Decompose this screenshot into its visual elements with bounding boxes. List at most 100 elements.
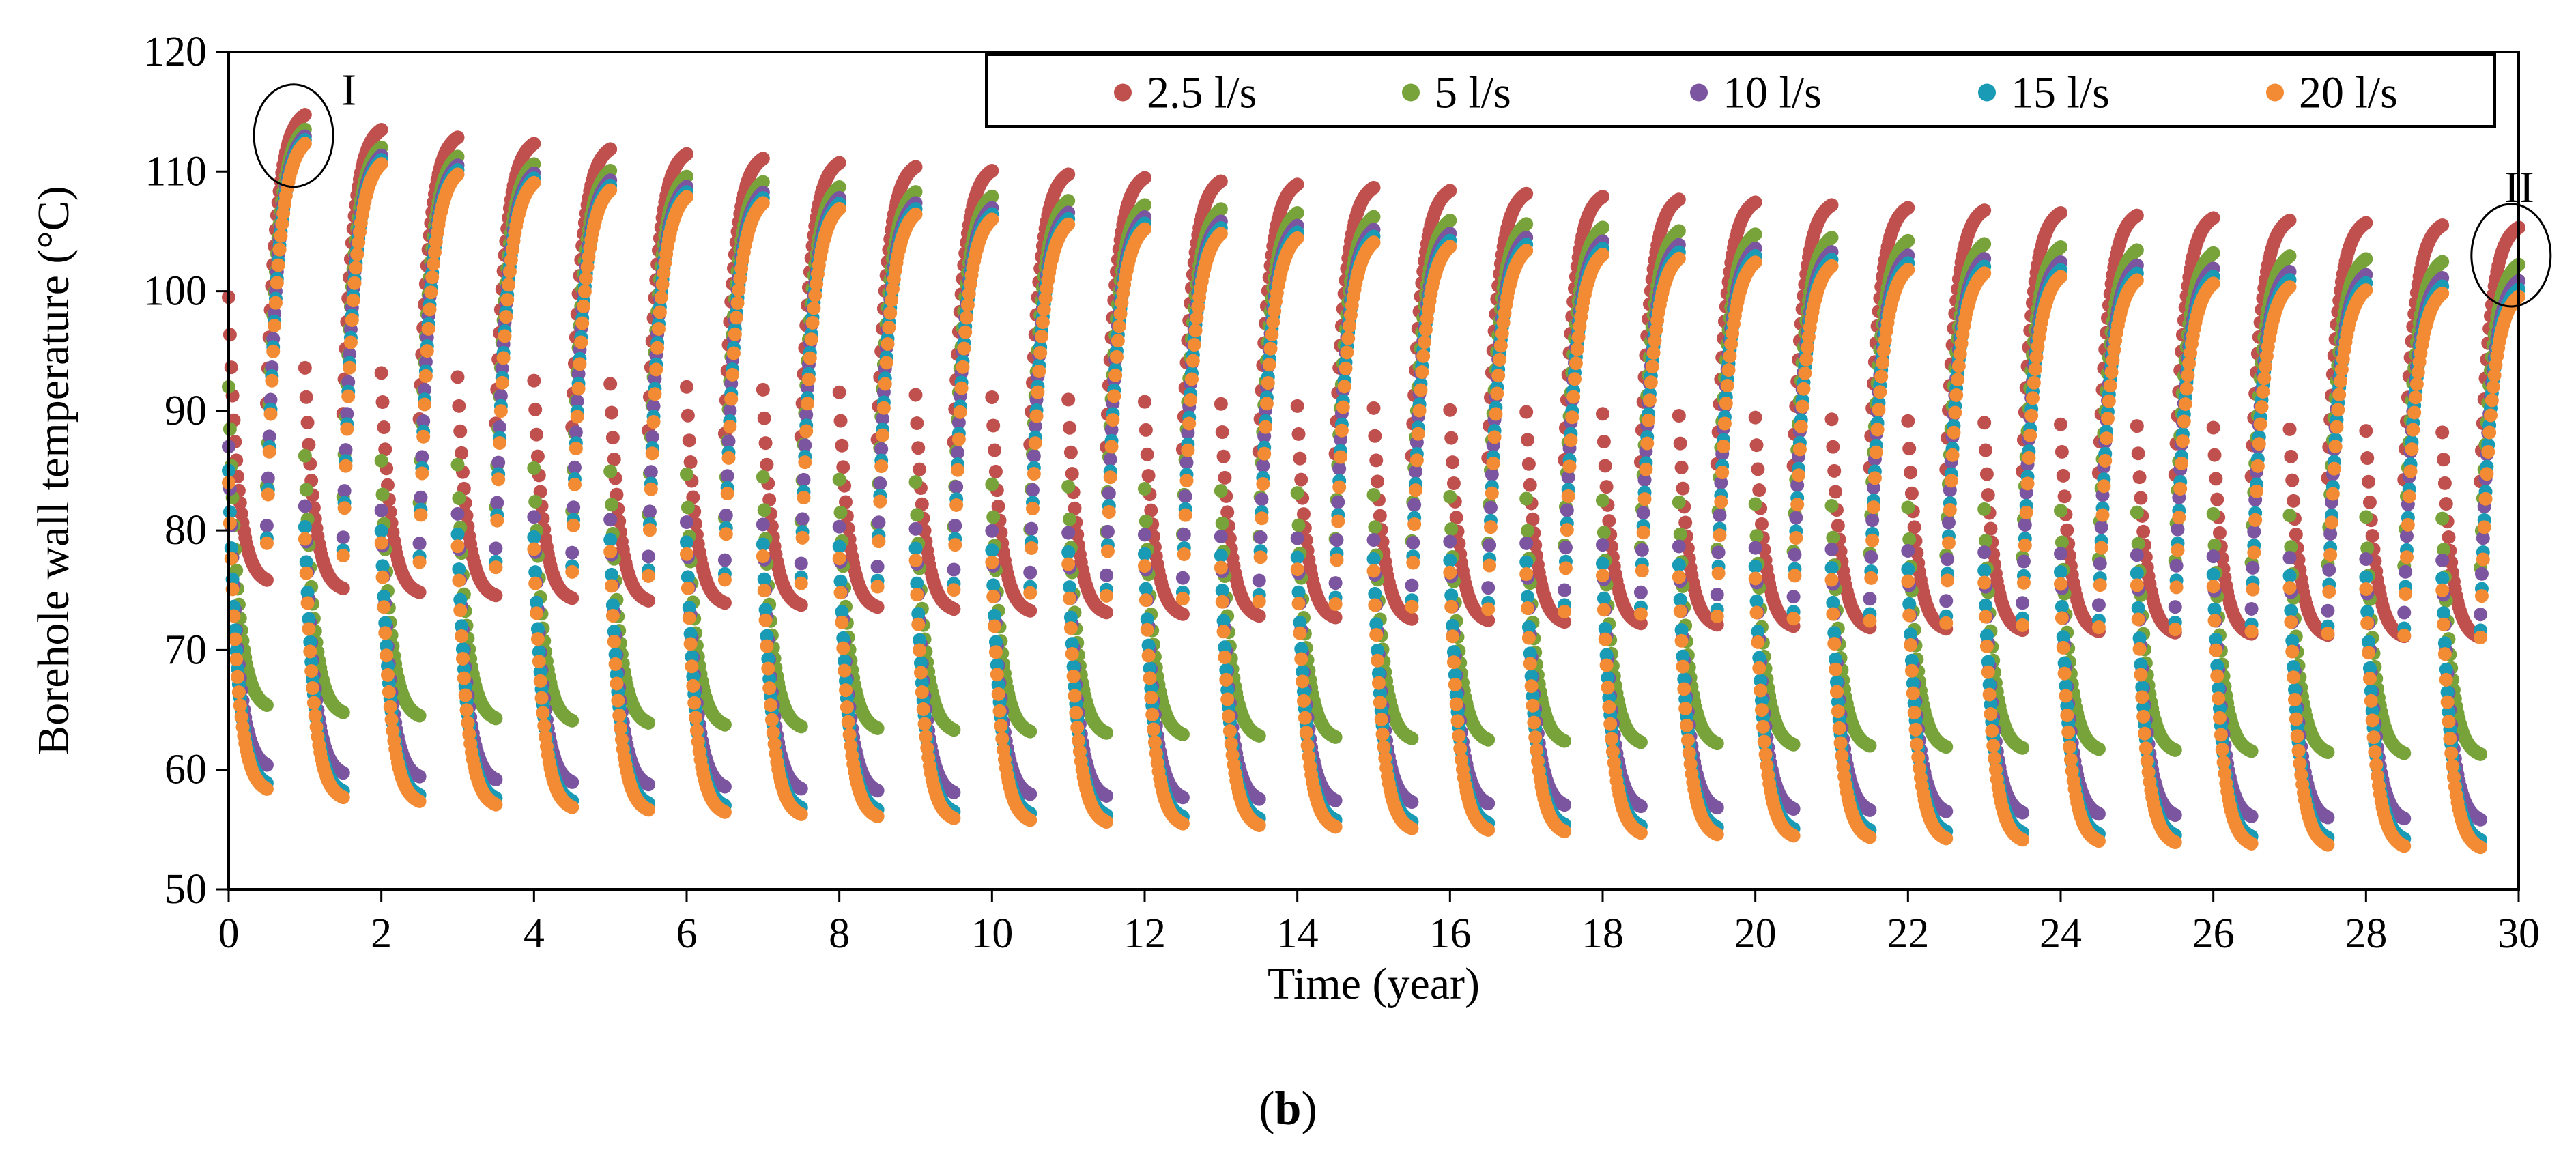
- point: [1175, 790, 1190, 805]
- point: [2284, 449, 2298, 463]
- point: [947, 562, 961, 577]
- point: [2360, 451, 2375, 466]
- point: [681, 500, 695, 515]
- point: [1443, 489, 1457, 504]
- point: [1984, 521, 1998, 536]
- point: [489, 588, 503, 603]
- point: [377, 420, 391, 435]
- point: [2359, 510, 2373, 524]
- point: [1443, 534, 1457, 549]
- point: [717, 596, 732, 610]
- point: [412, 769, 427, 784]
- point: [1824, 231, 1839, 245]
- point: [1061, 526, 1076, 540]
- point: [1443, 184, 1457, 198]
- point: [985, 390, 999, 404]
- point: [1175, 607, 1190, 621]
- point: [1483, 500, 1498, 515]
- point: [1214, 529, 1228, 543]
- point: [374, 453, 388, 468]
- point: [1328, 730, 1343, 744]
- point: [259, 519, 274, 533]
- point: [949, 480, 964, 494]
- point: [1481, 581, 1495, 595]
- point: [1672, 539, 1686, 554]
- point: [605, 431, 620, 445]
- point: [2130, 419, 2144, 433]
- point: [565, 775, 579, 789]
- point: [298, 108, 312, 122]
- point: [1483, 538, 1497, 552]
- point: [1558, 734, 1572, 748]
- point: [908, 160, 923, 174]
- point: [2134, 491, 2148, 505]
- point: [1140, 447, 1154, 461]
- point: [1063, 420, 1077, 435]
- point: [452, 399, 466, 413]
- point: [644, 465, 658, 479]
- point: [1599, 480, 1614, 494]
- point: [1672, 495, 1686, 509]
- point: [1598, 459, 1612, 473]
- point: [1754, 517, 1769, 531]
- point: [832, 519, 846, 534]
- point: [375, 487, 390, 502]
- point: [1215, 516, 1229, 530]
- point: [1789, 511, 1803, 525]
- point: [1824, 412, 1839, 427]
- point: [1179, 455, 1194, 470]
- point: [2060, 523, 2074, 537]
- point: [794, 719, 808, 734]
- point: [530, 427, 544, 442]
- point: [2054, 205, 2067, 220]
- point: [683, 455, 698, 469]
- point: [1023, 565, 1037, 580]
- point: [1977, 502, 1992, 516]
- point: [1713, 508, 1727, 522]
- point: [1444, 431, 1459, 445]
- point: [985, 477, 999, 491]
- point: [1711, 545, 1726, 560]
- point: [1252, 792, 1266, 806]
- point: [2437, 453, 2451, 467]
- point: [1786, 737, 1801, 752]
- point: [1672, 192, 1686, 207]
- point: [1214, 484, 1228, 498]
- point: [2287, 494, 2301, 508]
- point: [1633, 585, 1648, 599]
- point: [1443, 213, 1457, 227]
- point: [756, 382, 770, 397]
- point: [1748, 227, 1762, 242]
- point: [988, 464, 1003, 478]
- point: [642, 504, 657, 519]
- point: [1330, 533, 1344, 547]
- point: [908, 388, 923, 402]
- point: [2289, 527, 2303, 541]
- point: [642, 593, 656, 608]
- point: [1368, 429, 1382, 443]
- point: [2439, 497, 2453, 511]
- point: [1446, 476, 1461, 491]
- point: [908, 521, 923, 536]
- point: [224, 360, 238, 375]
- point: [756, 470, 770, 484]
- point: [603, 464, 618, 478]
- point: [1751, 462, 1765, 476]
- point: [988, 443, 1002, 457]
- point: [1977, 203, 1992, 218]
- point: [832, 156, 846, 170]
- point: [1904, 486, 1919, 500]
- point: [2209, 472, 2223, 486]
- point: [1138, 171, 1151, 185]
- point: [375, 395, 390, 409]
- point: [2244, 744, 2259, 758]
- point: [1979, 443, 1993, 457]
- point: [300, 416, 315, 430]
- point: [1676, 481, 1690, 496]
- point: [1449, 511, 1463, 525]
- point: [1138, 528, 1151, 542]
- point: [832, 472, 846, 487]
- point: [756, 517, 770, 532]
- point: [259, 573, 274, 587]
- point: [1824, 198, 1839, 212]
